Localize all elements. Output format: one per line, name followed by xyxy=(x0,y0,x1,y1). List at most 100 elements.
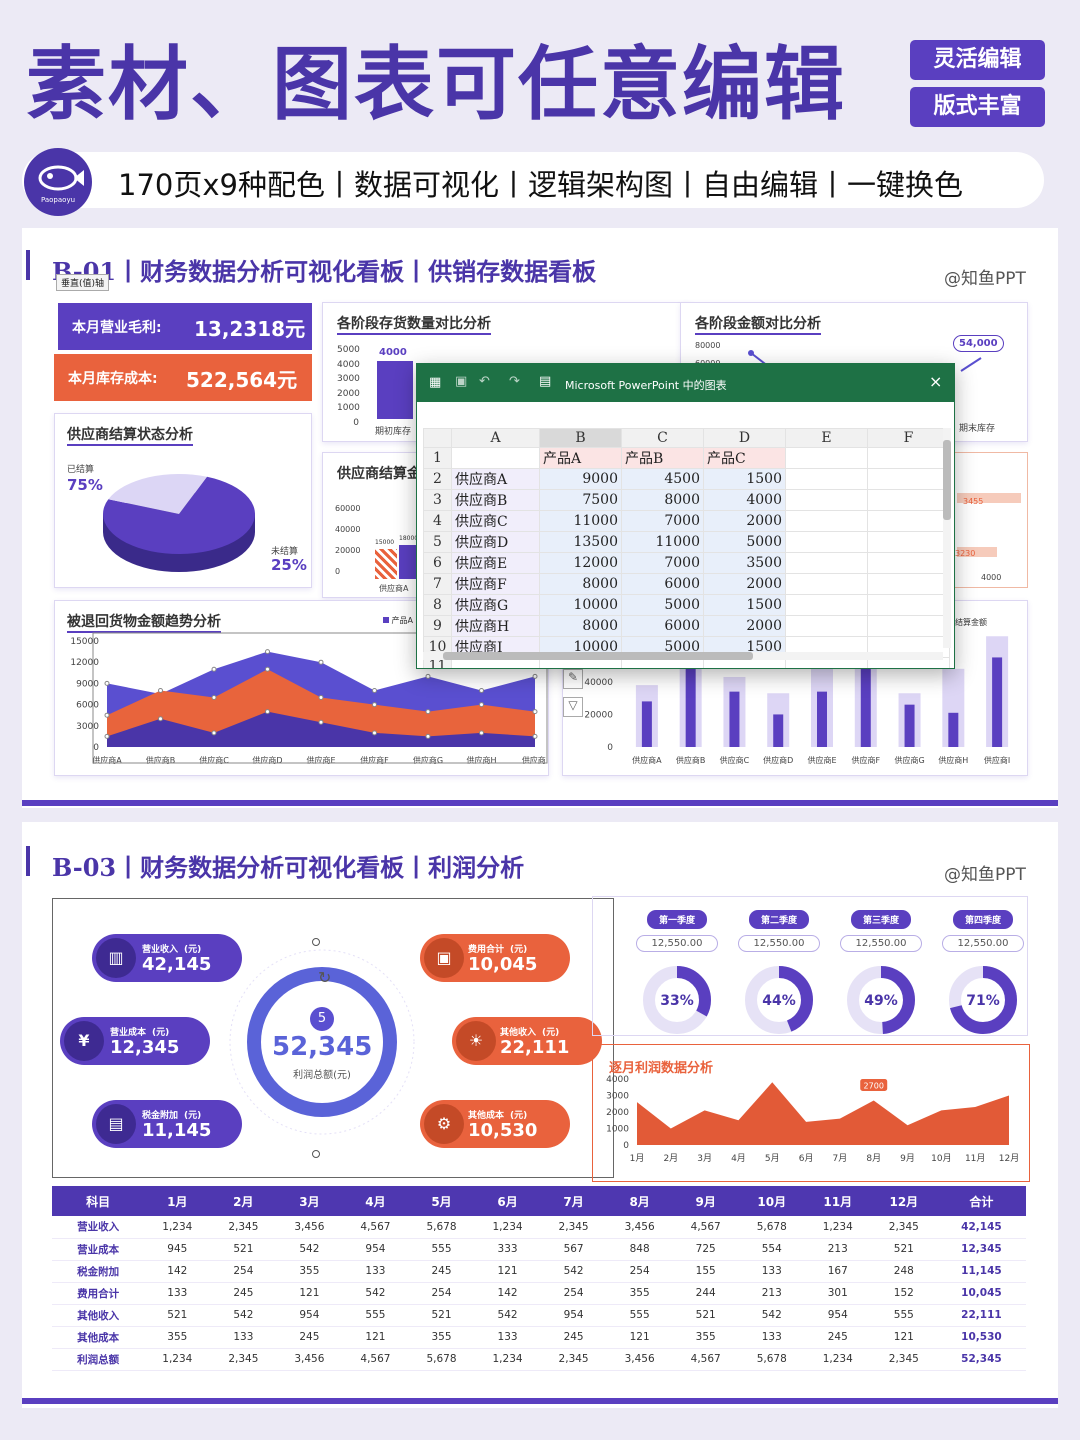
returns-point[interactable] xyxy=(104,680,110,686)
selection-handle[interactable] xyxy=(312,938,320,946)
bar-value[interactable] xyxy=(773,714,784,747)
sheet-cell[interactable]: 3500 xyxy=(703,551,786,574)
sheet-cell[interactable]: 7000 xyxy=(621,509,704,532)
save-icon[interactable]: ▣ xyxy=(455,374,468,389)
slide-b03[interactable]: B-03丨财务数据分析可视化看板丨利润分析 @知鱼PPT 5 52,345 利润… xyxy=(22,822,1058,1408)
quarter-card[interactable]: 第四季度 12,550.00 71% xyxy=(934,908,1032,1040)
sheet-cell[interactable]: 产品C xyxy=(703,446,786,469)
chart-filter-icon[interactable]: ▽ xyxy=(563,697,583,717)
close-button[interactable]: × xyxy=(929,372,943,391)
sheet-cell[interactable]: 8000 xyxy=(539,614,622,637)
excel-grid[interactable]: A B C D E F 1 产品A 产品B 产品C 2 供应商A 9000 4500 1500 3 供应商B 75… xyxy=(423,428,950,668)
sheet-cell[interactable]: 11000 xyxy=(539,509,622,532)
quarter-card[interactable]: 第一季度 12,550.00 33% xyxy=(628,908,726,1040)
table-header[interactable]: 10月 xyxy=(738,1186,805,1216)
returns-point[interactable] xyxy=(158,687,163,693)
sheet-cell[interactable]: 1500 xyxy=(703,593,786,616)
returns-point[interactable] xyxy=(479,702,484,708)
table-header[interactable]: 4月 xyxy=(342,1186,409,1216)
table-header[interactable]: 2月 xyxy=(210,1186,277,1216)
profit-table[interactable]: 科目 1月 2月 3月 4月 5月 6月 7月 8月 9月 10月 11月 12月 合计 营业收入 1,23… xyxy=(52,1186,1026,1371)
returns-point[interactable] xyxy=(372,730,377,736)
sheet-cell[interactable] xyxy=(785,446,868,469)
bar-value[interactable] xyxy=(904,704,915,747)
sheet-cell[interactable] xyxy=(785,614,868,637)
undo-icon[interactable]: ↶ xyxy=(479,374,490,389)
returns-point[interactable] xyxy=(211,666,217,672)
returns-point[interactable] xyxy=(104,733,110,739)
pie-slice[interactable] xyxy=(102,476,255,554)
scrollbar-thumb[interactable] xyxy=(943,440,951,520)
returns-point[interactable] xyxy=(265,709,270,715)
excel-sheet[interactable]: A B C D E F 1 产品A 产品B 产品C 2 供应商A 9000 4500 1500 3 供应商B 75… xyxy=(417,402,954,668)
select-all-corner[interactable] xyxy=(423,428,452,448)
sheet-cell[interactable] xyxy=(867,593,950,616)
returns-point[interactable] xyxy=(479,730,484,736)
table-row[interactable]: 利润总额 1,234 2,345 3,456 4,567 5,678 1,234 2,345 3… xyxy=(52,1348,1026,1371)
table-header[interactable]: 1月 xyxy=(144,1186,211,1216)
sheet-cell[interactable]: 8000 xyxy=(539,572,622,595)
sheet-cell[interactable]: 5000 xyxy=(703,530,786,553)
sheet-cell[interactable]: 供应商A xyxy=(451,467,540,490)
sheet-cell[interactable]: 4500 xyxy=(621,467,704,490)
sheet-cell[interactable]: 7000 xyxy=(621,551,704,574)
table-row[interactable]: 营业收入 1,234 2,345 3,456 4,567 5,678 1,234 2,345 3… xyxy=(52,1216,1026,1239)
pill-revenue[interactable]: ▥ 营业收入 (元) 42,145 xyxy=(92,934,242,982)
sheet-cell[interactable]: 2000 xyxy=(703,509,786,532)
bar-value[interactable] xyxy=(729,691,740,747)
row-header[interactable]: 8 xyxy=(423,593,452,616)
sheet-cell[interactable]: 产品B xyxy=(621,446,704,469)
sheet-cell[interactable]: 6000 xyxy=(621,614,704,637)
sheet-cell[interactable] xyxy=(785,488,868,511)
bar-value[interactable] xyxy=(641,701,652,747)
table-row[interactable]: 营业成本 945 521 542 954 555 333 567 848 725 554 213 521… xyxy=(52,1238,1026,1261)
sheet-cell[interactable] xyxy=(785,467,868,490)
edit-data-icon[interactable]: ▤ xyxy=(539,374,552,389)
returns-point[interactable] xyxy=(318,659,324,665)
returns-point[interactable] xyxy=(425,733,431,739)
sheet-cell[interactable]: 5000 xyxy=(621,593,704,616)
sheet-cell[interactable] xyxy=(867,467,950,490)
sheet-cell[interactable] xyxy=(867,614,950,637)
sheet-cell[interactable]: 11000 xyxy=(621,530,704,553)
sheet-cell[interactable] xyxy=(867,551,950,574)
returns-point[interactable] xyxy=(211,695,217,701)
hscroll-thumb[interactable] xyxy=(443,652,753,660)
sheet-cell[interactable]: 供应商E xyxy=(451,551,540,574)
table-header[interactable]: 8月 xyxy=(606,1186,673,1216)
stock-bar[interactable] xyxy=(377,361,413,419)
returns-point[interactable] xyxy=(479,687,484,693)
settle-bar-b[interactable] xyxy=(399,545,419,579)
table-header[interactable]: 7月 xyxy=(540,1186,607,1216)
panel-quarters[interactable] xyxy=(592,896,1028,1036)
pill-expense[interactable]: ▣ 费用合计 (元) 10,045 xyxy=(420,934,570,982)
row-header[interactable]: 1 xyxy=(423,446,452,469)
sheet-cell[interactable]: 7500 xyxy=(539,488,622,511)
table-row[interactable]: 其他收入 521 542 954 555 521 542 954 555 521 542 954 555… xyxy=(52,1304,1026,1327)
settle-bar-a[interactable] xyxy=(375,549,397,579)
sheet-cell[interactable]: 6000 xyxy=(621,572,704,595)
returns-area-series[interactable] xyxy=(107,669,535,747)
table-row[interactable]: 税金附加 142 254 355 133 245 121 542 254 155 133 167 248… xyxy=(52,1260,1026,1283)
monthly-area[interactable] xyxy=(637,1082,1009,1145)
column-header[interactable]: A xyxy=(451,428,540,448)
table-header[interactable]: 6月 xyxy=(474,1186,541,1216)
row-header[interactable]: 6 xyxy=(423,551,452,574)
returns-point[interactable] xyxy=(425,673,431,679)
column-header[interactable]: C xyxy=(621,428,704,448)
bar-value[interactable] xyxy=(992,657,1003,747)
bar-value[interactable] xyxy=(948,712,959,747)
table-header[interactable]: 9月 xyxy=(672,1186,739,1216)
column-header[interactable]: E xyxy=(785,428,868,448)
column-header[interactable]: D xyxy=(703,428,786,448)
sheet-cell[interactable]: 供应商D xyxy=(451,530,540,553)
bar-background[interactable] xyxy=(942,668,965,747)
sheet-cell[interactable]: 9000 xyxy=(539,467,622,490)
sheet-cell[interactable]: 8000 xyxy=(621,488,704,511)
sheet-cell[interactable] xyxy=(867,446,950,469)
returns-point[interactable] xyxy=(318,695,324,701)
sheet-cell[interactable]: 10000 xyxy=(539,593,622,616)
sheet-cell[interactable]: 2000 xyxy=(703,572,786,595)
sheet-cell[interactable] xyxy=(785,593,868,616)
